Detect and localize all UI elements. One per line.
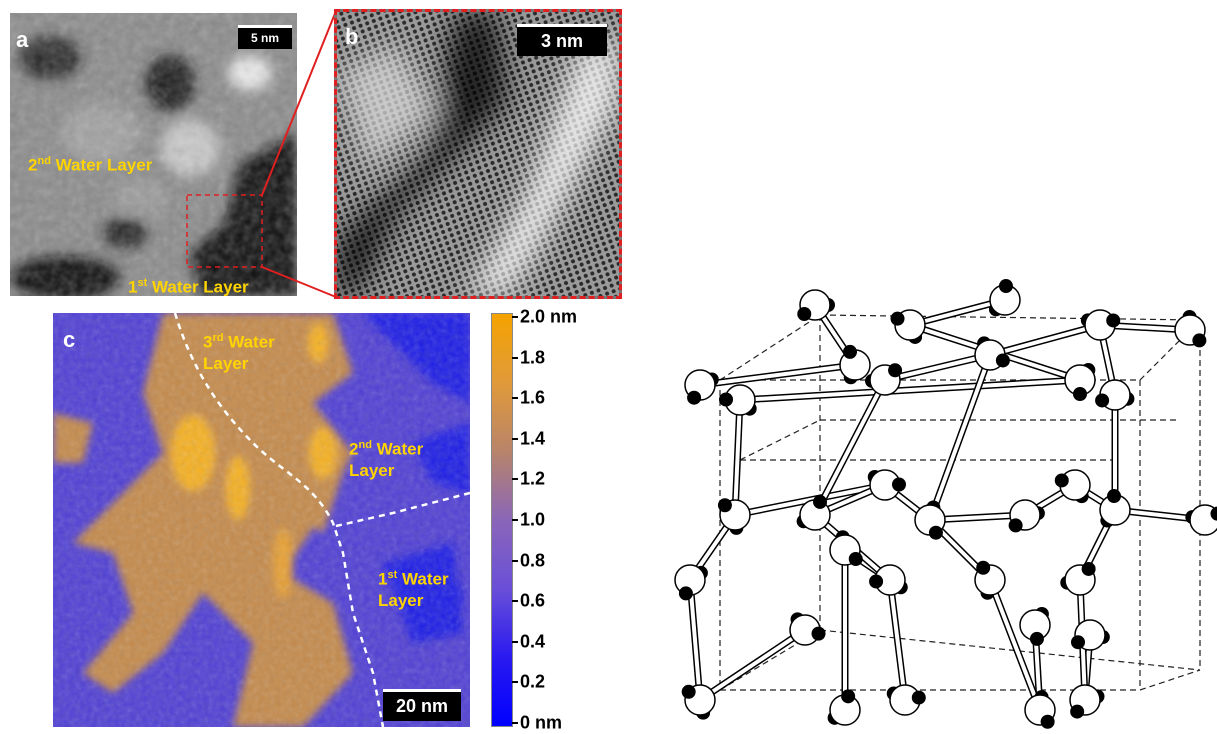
colorbar-tick-label: 0.6 xyxy=(520,590,546,611)
unit-cell-edge xyxy=(819,314,1201,321)
oxygen-atom xyxy=(1189,504,1217,536)
hydrogen-atom xyxy=(976,560,991,575)
colorbar-tick-label: 1.2 xyxy=(520,468,546,489)
hydrogen-atom xyxy=(1054,473,1069,488)
hydrogen-atom xyxy=(687,390,702,405)
hydrogen-atom xyxy=(1095,393,1110,408)
colorbar-tick-mark xyxy=(512,640,518,643)
hydrogen-atom xyxy=(928,525,943,540)
panel-c-label-2nd-layer: 2nd Water Layer xyxy=(349,439,424,480)
colorbar-tick-mark xyxy=(512,478,518,481)
hydrogen-bond xyxy=(688,578,702,702)
hydrogen-atom xyxy=(1107,489,1122,504)
hydrogen-atom xyxy=(1008,518,1023,533)
colorbar-tick-mark xyxy=(512,356,518,359)
colorbar-ticks: 2.0 nm 1.8 1.6 1.4 1.2 1.0 0.8 0.6 0.4 0.2 0 nm xyxy=(512,307,610,733)
hydrogen-atom xyxy=(1192,333,1207,348)
panel-c-height-map: c 3rd Water Layer 2nd Water Layer 1st Wa… xyxy=(53,313,470,727)
hydrogen-bond xyxy=(988,323,1102,357)
hydrogen-atom xyxy=(678,586,693,601)
hydrogen-bond xyxy=(738,378,1082,402)
colorbar-tick-mark xyxy=(512,722,518,724)
unit-cell-edge xyxy=(819,629,1201,671)
panel-b-scale-bar: 3 nm xyxy=(517,24,607,56)
panel-c-label-1st-layer: 1st Water Layer xyxy=(378,569,449,610)
colorbar-gradient xyxy=(492,314,512,726)
hydrogen-bond xyxy=(928,353,992,522)
hydrogen-atom xyxy=(890,311,905,326)
hydrogen-bond xyxy=(888,578,907,702)
hydrogen-bond xyxy=(733,398,742,517)
hydrogen-atom xyxy=(911,690,926,705)
colorbar xyxy=(491,313,513,727)
panel-c-scale-bar: 20 nm xyxy=(383,689,461,721)
colorbar-tick-mark xyxy=(512,559,518,562)
colorbar-tick-label: 0.2 xyxy=(520,671,546,692)
hydrogen-atom xyxy=(848,551,863,566)
colorbar-tick-mark xyxy=(512,519,518,521)
hydrogen-atom xyxy=(869,574,884,589)
hydrogen-atom xyxy=(841,689,856,704)
hydrogen-bond xyxy=(928,513,1027,522)
panel-a-stm-image: a 5 nm 2nd Water Layer 1st Water Layer xyxy=(10,13,297,296)
panel-b-letter: b xyxy=(345,24,359,49)
hydrogen-atom xyxy=(888,363,903,378)
hydrogen-atom xyxy=(719,392,734,407)
colorbar-tick-label: 1.4 xyxy=(520,428,546,449)
hydrogen-atom xyxy=(998,279,1013,294)
colorbar-tick-label: 1.8 xyxy=(520,347,546,368)
hydrogen-atom xyxy=(1070,704,1085,719)
hydrogen-bond xyxy=(698,628,807,702)
hydrogen-atom xyxy=(717,498,732,513)
hydrogen-atom xyxy=(842,344,857,359)
panel-a-label-1st-layer: 1st Water Layer xyxy=(128,277,249,296)
hydrogen-atom xyxy=(681,684,696,699)
hydrogen-bond xyxy=(988,578,1042,712)
panel-a-letter: a xyxy=(16,27,29,52)
hydrogen-atom xyxy=(1106,313,1121,328)
hydrogen-atom xyxy=(1070,635,1085,650)
hydrogen-atom xyxy=(1040,714,1055,729)
hydrogen-bond xyxy=(883,353,992,382)
panel-c-label-3rd-layer: 3rd Water Layer xyxy=(203,332,275,373)
colorbar-tick-mark xyxy=(512,681,518,684)
panel-c-letter: c xyxy=(63,327,76,352)
hydrogen-bond xyxy=(733,483,887,517)
hydrogen-atom xyxy=(797,306,812,321)
colorbar-tick-mark xyxy=(512,316,518,318)
panel-a-scale-bar: 5 nm xyxy=(238,25,292,49)
colorbar-tick-label: 0.4 xyxy=(520,631,546,652)
hydrogen-bond xyxy=(908,298,1007,327)
unit-cell-edge xyxy=(739,419,821,461)
colorbar-tick-label: 0 nm xyxy=(520,712,563,733)
hydrogen-atom xyxy=(813,494,828,509)
panel-c-texture xyxy=(53,313,470,727)
hydrogen-atom xyxy=(1081,561,1096,576)
colorbar-tick-mark xyxy=(512,397,518,400)
panel-a-label-2nd-layer: 2nd Water Layer xyxy=(28,155,153,175)
ice-crystal-structure-diagram xyxy=(674,279,1217,729)
colorbar-tick-label: 1.6 xyxy=(520,387,546,408)
panel-a-texture xyxy=(10,13,297,296)
colorbar-tick-label: 0.8 xyxy=(520,550,546,571)
colorbar-tick-mark xyxy=(512,600,518,603)
colorbar-tick-label: 1.0 xyxy=(520,509,546,530)
unit-cell-edge xyxy=(1139,669,1201,691)
panel-b-lattice xyxy=(337,12,619,296)
hydrogen-atom xyxy=(811,626,826,641)
hydrogen-atom xyxy=(1210,506,1217,521)
panel-b-zoom-image: b 3 nm xyxy=(334,9,622,299)
hydrogen-atom xyxy=(995,353,1010,368)
hydrogen-bond xyxy=(813,378,887,517)
colorbar-tick-label: 2.0 nm xyxy=(520,306,578,327)
colorbar-tick-mark xyxy=(512,437,518,440)
hydrogen-atom xyxy=(891,477,906,492)
hydrogen-atom xyxy=(1029,631,1044,646)
hydrogen-bond xyxy=(698,363,857,387)
hydrogen-atom xyxy=(1073,387,1087,401)
